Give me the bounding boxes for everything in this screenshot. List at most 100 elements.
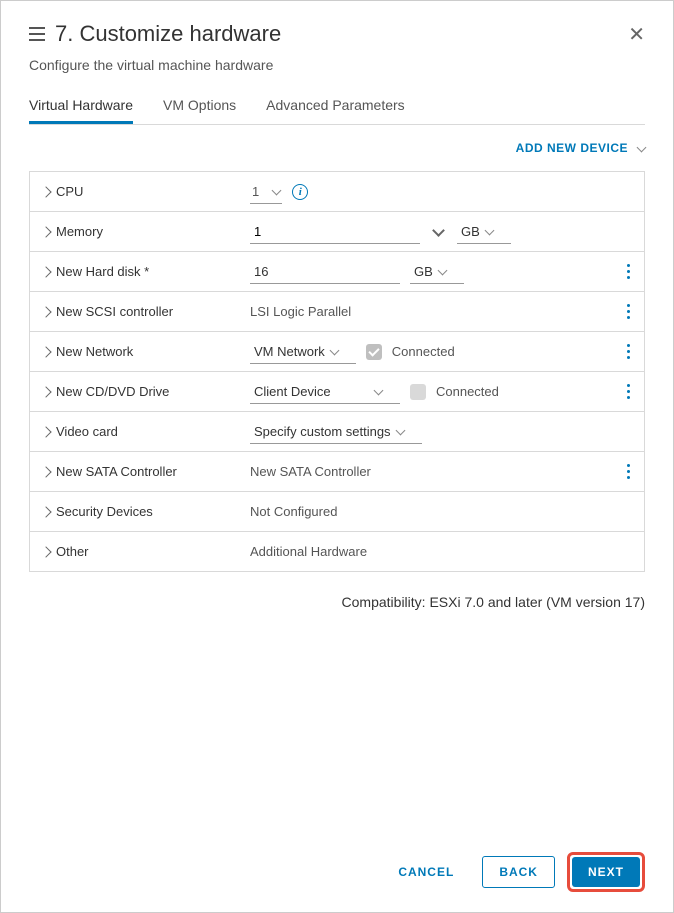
memory-unit: GB	[461, 224, 480, 239]
scsi-label: New SCSI controller	[56, 304, 173, 319]
chevron-down-icon	[637, 142, 647, 152]
dialog-subtitle: Configure the virtual machine hardware	[29, 57, 645, 73]
compatibility-text: Compatibility: ESXi 7.0 and later (VM ve…	[29, 594, 645, 610]
kebab-menu-icon[interactable]	[622, 384, 634, 399]
value-network: VM Network Connected	[250, 340, 634, 364]
memory-unit-select[interactable]: GB	[457, 220, 511, 244]
tab-virtual-hardware[interactable]: Virtual Hardware	[29, 89, 133, 124]
row-cddvd: New CD/DVD Drive Client Device Connected	[30, 372, 644, 412]
expand-icon[interactable]	[40, 546, 51, 557]
row-video: Video card Specify custom settings	[30, 412, 644, 452]
chevron-down-icon	[484, 225, 494, 235]
network-connected-label: Connected	[392, 344, 455, 359]
value-cddvd: Client Device Connected	[250, 380, 634, 404]
close-icon[interactable]: ✕	[628, 22, 645, 47]
hdd-input[interactable]	[250, 260, 400, 284]
value-scsi: LSI Logic Parallel	[250, 304, 634, 319]
value-harddisk: GB	[250, 260, 634, 284]
tabs: Virtual Hardware VM Options Advanced Par…	[29, 89, 645, 125]
next-highlight: NEXT	[567, 852, 645, 892]
label-security: Security Devices	[40, 504, 250, 519]
video-label: Video card	[56, 424, 118, 439]
other-label: Other	[56, 544, 89, 559]
memory-input[interactable]	[250, 220, 420, 243]
value-security: Not Configured	[250, 504, 634, 519]
row-network: New Network VM Network Connected	[30, 332, 644, 372]
tab-vm-options[interactable]: VM Options	[163, 89, 236, 124]
memory-label: Memory	[56, 224, 103, 239]
network-label: New Network	[56, 344, 133, 359]
add-new-device-button[interactable]: ADD NEW DEVICE	[516, 141, 645, 155]
header-left: 7. Customize hardware	[29, 21, 281, 47]
expand-icon[interactable]	[40, 506, 51, 517]
expand-icon[interactable]	[40, 346, 51, 357]
expand-icon[interactable]	[40, 266, 51, 277]
dialog-header: 7. Customize hardware ✕	[29, 21, 645, 47]
other-value: Additional Hardware	[250, 544, 367, 559]
row-harddisk: New Hard disk * GB	[30, 252, 644, 292]
network-select[interactable]: VM Network	[250, 340, 356, 364]
add-device-label: ADD NEW DEVICE	[516, 141, 628, 155]
kebab-menu-icon[interactable]	[622, 464, 634, 479]
info-icon[interactable]: i	[292, 184, 308, 200]
expand-icon[interactable]	[40, 186, 51, 197]
sec-label: Security Devices	[56, 504, 153, 519]
cd-connected-label: Connected	[436, 384, 499, 399]
label-memory: Memory	[40, 224, 250, 239]
value-cpu: 1 i	[250, 180, 634, 204]
kebab-menu-icon[interactable]	[622, 344, 634, 359]
label-harddisk: New Hard disk *	[40, 264, 250, 279]
chevron-down-icon	[329, 345, 339, 355]
row-scsi: New SCSI controller LSI Logic Parallel	[30, 292, 644, 332]
expand-icon[interactable]	[40, 306, 51, 317]
chevron-down-icon	[272, 185, 282, 195]
cpu-select[interactable]: 1	[250, 180, 282, 204]
label-video: Video card	[40, 424, 250, 439]
value-other: Additional Hardware	[250, 544, 634, 559]
label-other: Other	[40, 544, 250, 559]
expand-icon[interactable]	[40, 386, 51, 397]
sata-value: New SATA Controller	[250, 464, 371, 479]
hardware-table: CPU 1 i Memory	[29, 171, 645, 572]
hdd-unit: GB	[414, 264, 433, 279]
cpu-value: 1	[252, 184, 259, 199]
sata-label: New SATA Controller	[56, 464, 177, 479]
cpu-label: CPU	[56, 184, 83, 199]
chevron-down-icon	[395, 425, 405, 435]
kebab-menu-icon[interactable]	[622, 264, 634, 279]
menu-icon[interactable]	[29, 27, 45, 41]
row-sata: New SATA Controller New SATA Controller	[30, 452, 644, 492]
kebab-menu-icon[interactable]	[622, 304, 634, 319]
value-sata: New SATA Controller	[250, 464, 634, 479]
cd-select[interactable]: Client Device	[250, 380, 400, 404]
row-memory: Memory GB	[30, 212, 644, 252]
expand-icon[interactable]	[40, 226, 51, 237]
memory-input-wrap	[250, 220, 420, 244]
network-value: VM Network	[254, 344, 325, 359]
row-other: Other Additional Hardware	[30, 532, 644, 572]
cancel-button[interactable]: CANCEL	[382, 857, 470, 887]
cd-connected-checkbox[interactable]	[410, 384, 426, 400]
expand-icon[interactable]	[40, 426, 51, 437]
sec-value: Not Configured	[250, 504, 337, 519]
next-button[interactable]: NEXT	[572, 857, 640, 887]
back-button[interactable]: BACK	[482, 856, 555, 888]
label-network: New Network	[40, 344, 250, 359]
hdd-unit-select[interactable]: GB	[410, 260, 464, 284]
chevron-down-icon[interactable]	[432, 224, 445, 237]
hdd-label: New Hard disk *	[56, 264, 149, 279]
cd-label: New CD/DVD Drive	[56, 384, 169, 399]
dialog-footer: CANCEL BACK NEXT	[29, 836, 645, 892]
label-scsi: New SCSI controller	[40, 304, 250, 319]
tab-advanced-parameters[interactable]: Advanced Parameters	[266, 89, 405, 124]
chevron-down-icon	[437, 265, 447, 275]
cd-value: Client Device	[254, 384, 331, 399]
video-select[interactable]: Specify custom settings	[250, 420, 422, 444]
network-connected-checkbox[interactable]	[366, 344, 382, 360]
row-security: Security Devices Not Configured	[30, 492, 644, 532]
video-value: Specify custom settings	[254, 424, 391, 439]
expand-icon[interactable]	[40, 466, 51, 477]
label-cpu: CPU	[40, 184, 250, 199]
value-video: Specify custom settings	[250, 420, 634, 444]
value-memory: GB	[250, 220, 634, 244]
